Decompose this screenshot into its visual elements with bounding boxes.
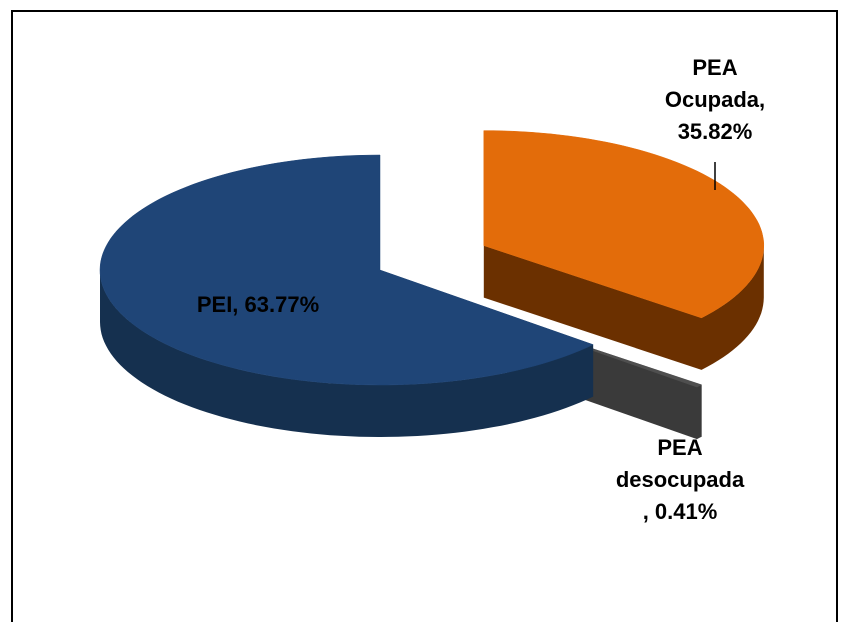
slice-wall [701,245,764,370]
slice [483,130,765,319]
data-label: PEI, 63.77% [196,292,320,317]
data-label: PEA Ocupada, 35.82% [664,55,766,144]
pie [99,130,765,440]
slice [99,154,594,386]
slice-wall [100,270,594,437]
slice-wall [697,384,702,440]
slice-side [483,245,702,370]
data-label: PEA desocupada , 0.41% [615,435,745,524]
chart-frame [11,10,838,622]
